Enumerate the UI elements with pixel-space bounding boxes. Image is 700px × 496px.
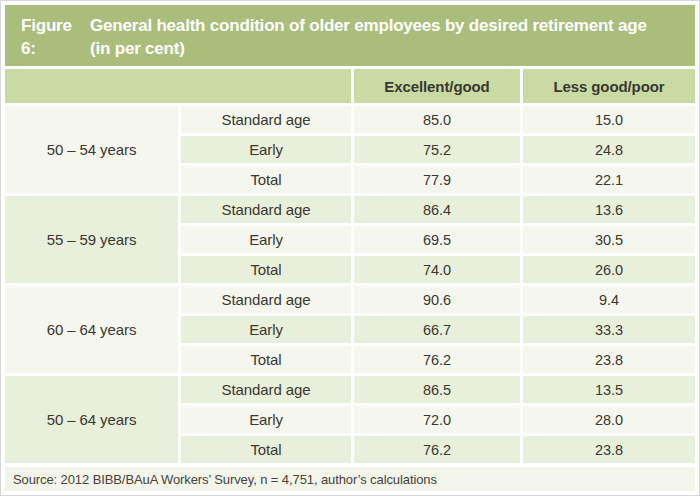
- value-cell: 30.5: [523, 226, 695, 253]
- table-corner-cell: [5, 69, 351, 103]
- figure-title: General health condition of older employ…: [90, 14, 681, 60]
- value-cell: 86.5: [354, 376, 520, 403]
- value-cell: 74.0: [354, 256, 520, 283]
- value-cell: 23.8: [523, 346, 695, 373]
- value-cell: 26.0: [523, 256, 695, 283]
- value-cell: 24.8: [523, 136, 695, 163]
- value-cell: 72.0: [354, 406, 520, 433]
- value-cell: 15.0: [523, 106, 695, 133]
- value-cell: 75.2: [354, 136, 520, 163]
- value-cell: 9.4: [523, 286, 695, 313]
- category-cell: Early: [181, 316, 351, 343]
- value-cell: 33.3: [523, 316, 695, 343]
- value-cell: 23.8: [523, 436, 695, 463]
- value-cell: 76.2: [354, 346, 520, 373]
- data-table: Excellent/good Less good/poor 50 – 54 ye…: [5, 69, 695, 463]
- age-group-cell: 55 – 59 years: [5, 196, 178, 283]
- figure-title-bar: Figure 6: General health condition of ol…: [5, 5, 695, 66]
- value-cell: 69.5: [354, 226, 520, 253]
- category-cell: Standard age: [181, 376, 351, 403]
- category-cell: Total: [181, 346, 351, 373]
- category-cell: Total: [181, 436, 351, 463]
- category-cell: Early: [181, 136, 351, 163]
- value-cell: 22.1: [523, 166, 695, 193]
- category-cell: Early: [181, 406, 351, 433]
- column-header-excellent-good: Excellent/good: [354, 69, 520, 103]
- source-text: Source: 2012 BIBB/BAuA Workers’ Survey, …: [13, 472, 437, 487]
- value-cell: 77.9: [354, 166, 520, 193]
- value-cell: 76.2: [354, 436, 520, 463]
- value-cell: 85.0: [354, 106, 520, 133]
- value-cell: 90.6: [354, 286, 520, 313]
- category-cell: Standard age: [181, 196, 351, 223]
- value-cell: 13.6: [523, 196, 695, 223]
- source-bar: Source: 2012 BIBB/BAuA Workers’ Survey, …: [5, 467, 695, 491]
- column-header-less-good-poor: Less good/poor: [523, 69, 695, 103]
- value-cell: 13.5: [523, 376, 695, 403]
- category-cell: Early: [181, 226, 351, 253]
- figure-number: Figure 6:: [21, 14, 90, 60]
- figure-title-line2: (in per cent): [90, 39, 185, 58]
- category-cell: Standard age: [181, 106, 351, 133]
- category-cell: Total: [181, 166, 351, 193]
- age-group-cell: 50 – 54 years: [5, 106, 178, 193]
- figure-title-line1: General health condition of older employ…: [90, 16, 647, 35]
- value-cell: 86.4: [354, 196, 520, 223]
- age-group-cell: 50 – 64 years: [5, 376, 178, 463]
- value-cell: 28.0: [523, 406, 695, 433]
- category-cell: Total: [181, 256, 351, 283]
- category-cell: Standard age: [181, 286, 351, 313]
- age-group-cell: 60 – 64 years: [5, 286, 178, 373]
- value-cell: 66.7: [354, 316, 520, 343]
